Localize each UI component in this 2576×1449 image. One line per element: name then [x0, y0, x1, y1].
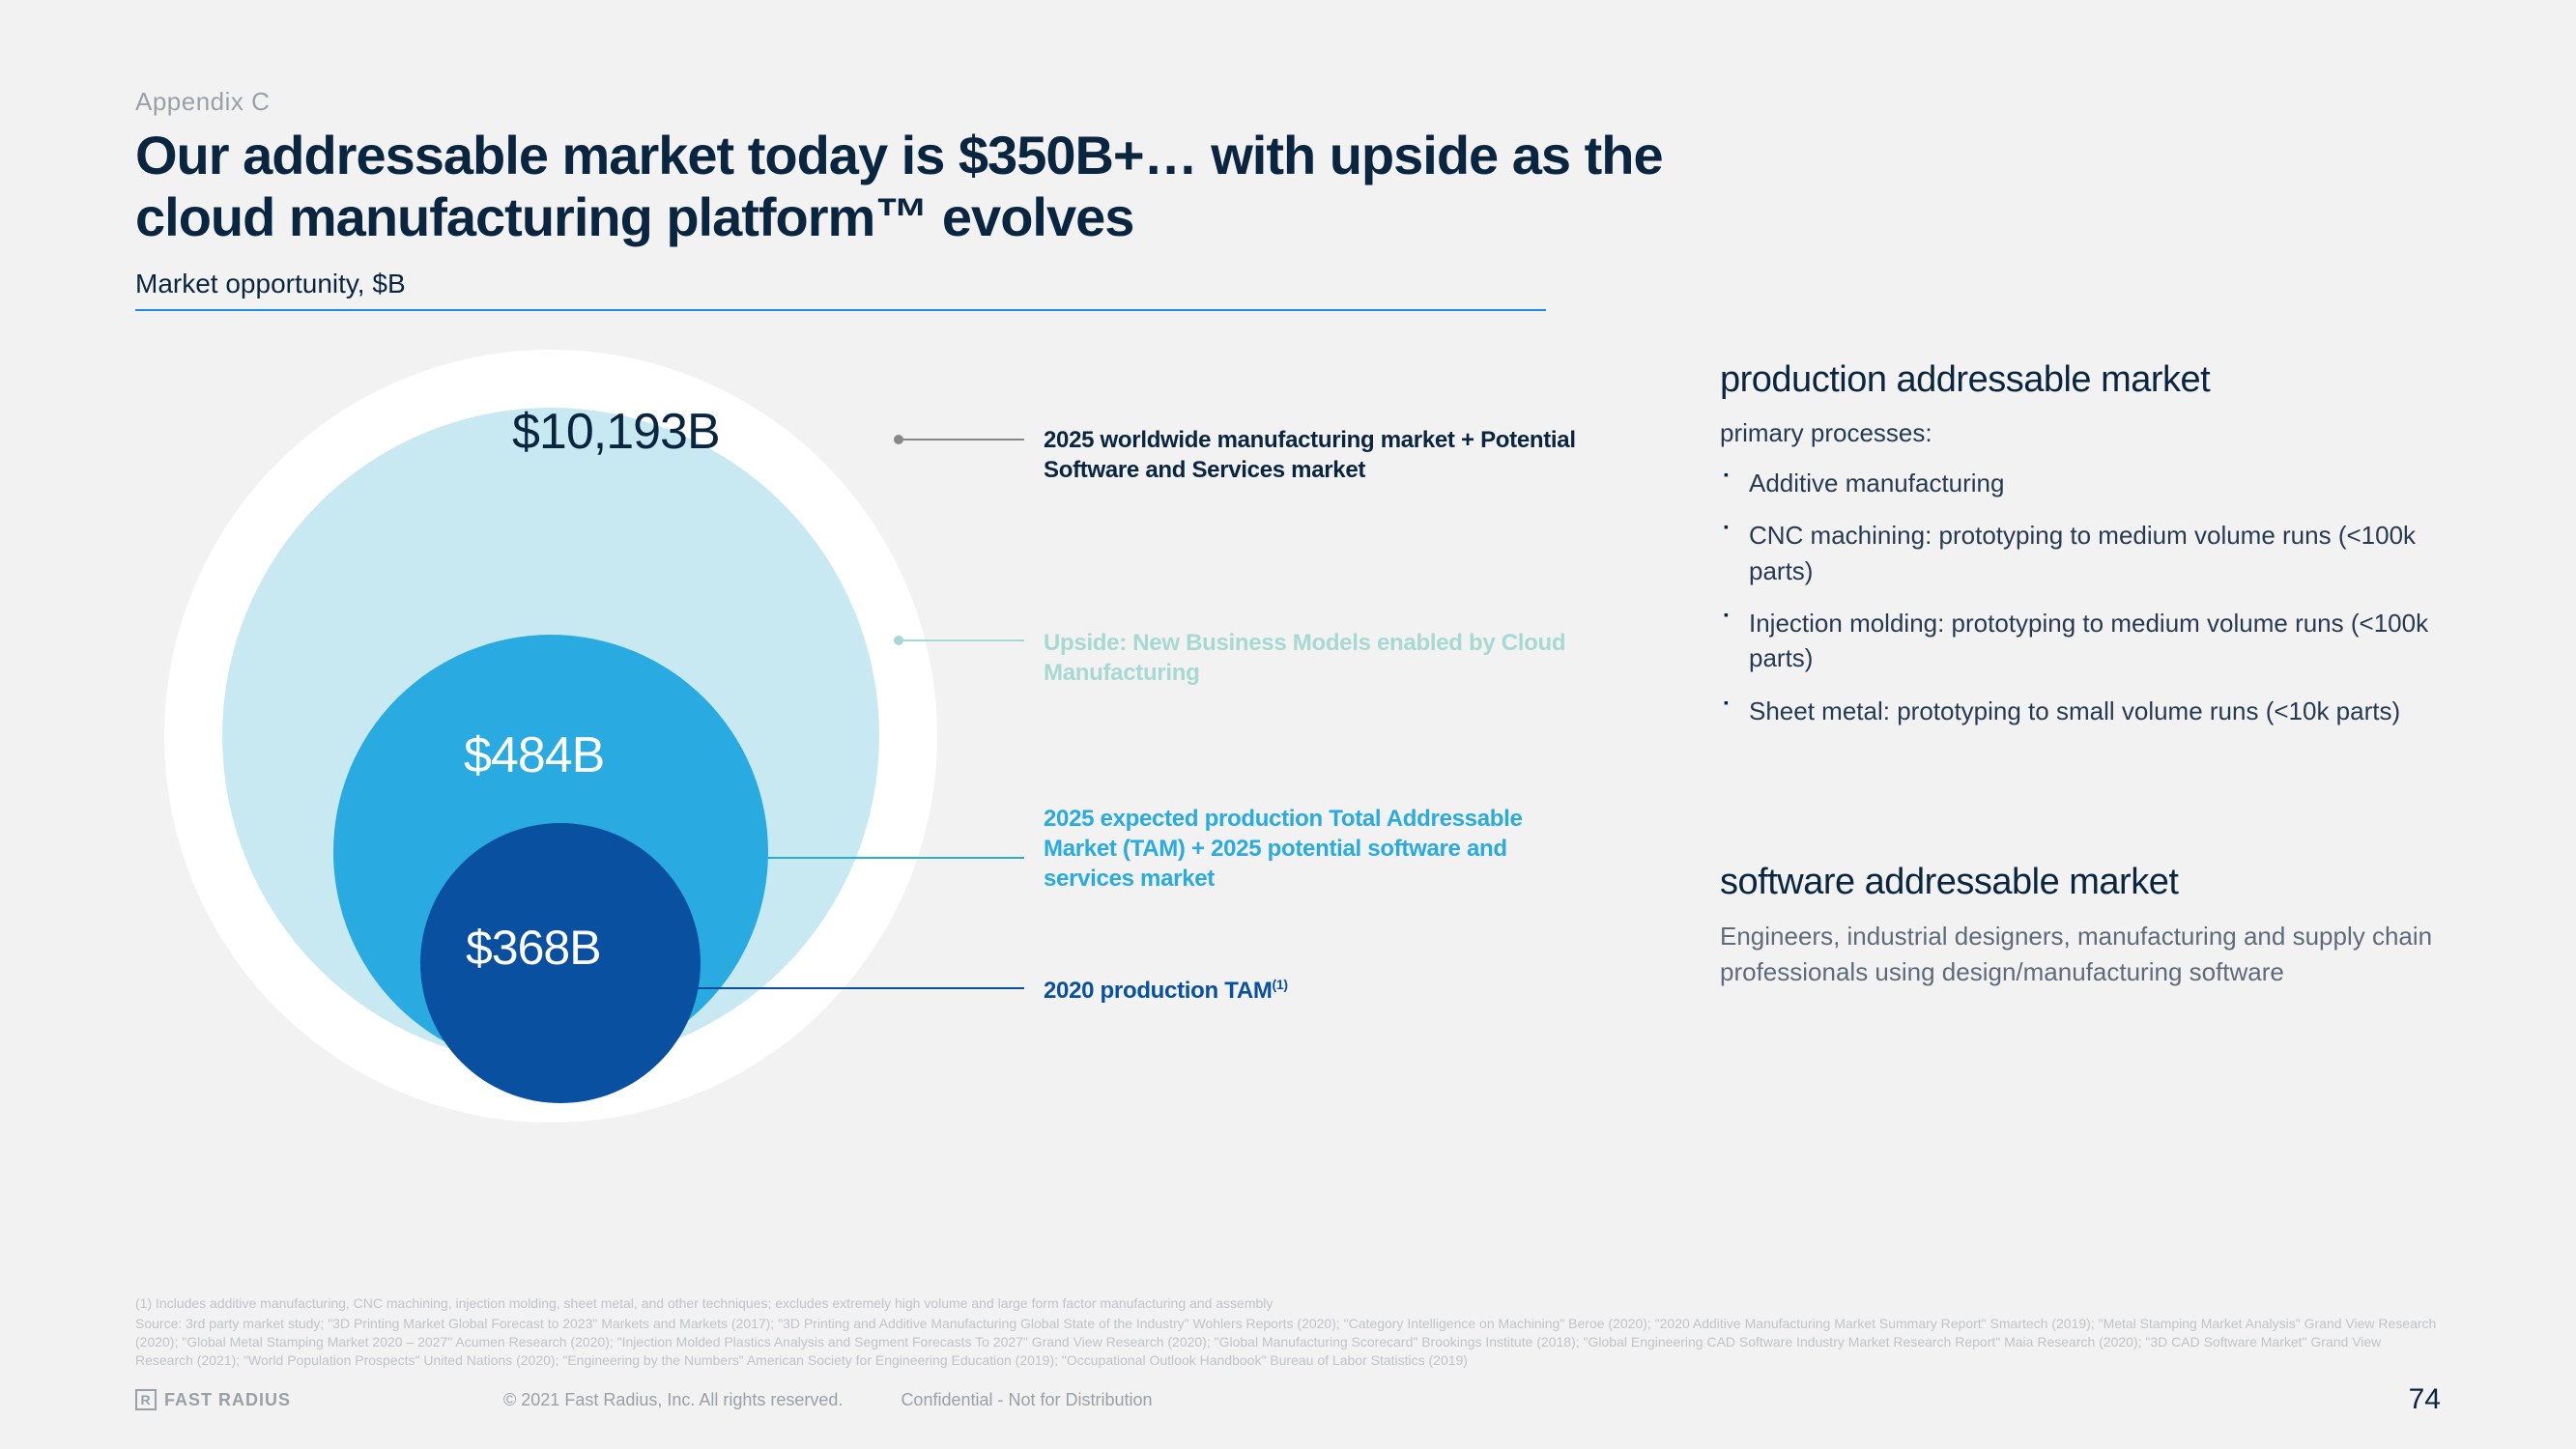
page-number: 74: [2409, 1383, 2441, 1416]
leader-line-3: [749, 857, 1024, 859]
panel-software-market: software addressable market Engineers, i…: [1720, 862, 2435, 991]
footnote-sources: Source: 3rd party market study; "3D Prin…: [135, 1315, 2441, 1370]
panel-software-body: Engineers, industrial designers, manufac…: [1720, 919, 2435, 991]
panel-software-heading: software addressable market: [1720, 862, 2435, 903]
leader-line-2: [899, 639, 1024, 641]
list-item: Sheet metal: prototyping to small volume…: [1720, 694, 2435, 728]
circle-label-mid: $484B: [464, 726, 604, 784]
subtitle-rule: Market opportunity, $B: [135, 269, 1546, 311]
appendix-label: Appendix C: [135, 87, 2441, 117]
leader-dot-icon: [744, 853, 754, 863]
leader-dot-icon: [686, 983, 696, 993]
list-item: Additive manufacturing: [1720, 466, 2435, 500]
copyright: © 2021 Fast Radius, Inc. All rights rese…: [503, 1390, 843, 1410]
leader-line-1: [899, 439, 1024, 440]
desc-2020-tam-text: 2020 production TAM: [1044, 978, 1273, 1004]
leader-line-4: [691, 987, 1024, 989]
panel-production-heading: production addressable market: [1720, 359, 2435, 401]
panel-production-list: Additive manufacturing CNC machining: pr…: [1720, 466, 2435, 728]
footnotes: (1) Includes additive manufacturing, CNC…: [135, 1294, 2441, 1372]
page-title: Our addressable market today is $350B+… …: [135, 125, 2441, 249]
title-line-1: Our addressable market today is $350B+… …: [135, 125, 1663, 185]
footer-bar: R FAST RADIUS © 2021 Fast Radius, Inc. A…: [135, 1383, 2441, 1416]
desc-upside: Upside: New Business Models enabled by C…: [1044, 628, 1585, 688]
desc-2020-tam: 2020 production TAM(1): [1044, 976, 1585, 1006]
brand-logo: R FAST RADIUS: [135, 1389, 291, 1410]
desc-total-market: 2025 worldwide manufacturing market + Po…: [1044, 425, 1585, 485]
list-item: Injection molding: prototyping to medium…: [1720, 606, 2435, 676]
list-item: CNC machining: prototyping to medium vol…: [1720, 518, 2435, 588]
subtitle: Market opportunity, $B: [135, 269, 1546, 309]
title-line-2: cloud manufacturing platform™ evolves: [135, 186, 1133, 247]
footnote-1: (1) Includes additive manufacturing, CNC…: [135, 1294, 2441, 1313]
footnote-ref-1: (1): [1273, 977, 1288, 992]
desc-2025-tam: 2025 expected production Total Addressab…: [1044, 804, 1585, 895]
leader-dot-icon: [894, 435, 903, 444]
content-area: $10,193B $484B $368B 2025 worldwide manu…: [135, 350, 2441, 1277]
brand-name: FAST RADIUS: [164, 1390, 291, 1410]
panel-production-market: production addressable market primary pr…: [1720, 359, 2435, 746]
leader-dot-icon: [894, 636, 903, 645]
circle-label-inner: $368B: [466, 920, 601, 976]
panel-production-subheading: primary processes:: [1720, 418, 2435, 448]
circle-label-outer: $10,193B: [512, 403, 720, 461]
brand-mark-icon: R: [135, 1389, 157, 1410]
confidential-label: Confidential - Not for Distribution: [901, 1390, 1152, 1410]
nested-circle-chart: $10,193B $484B $368B: [164, 350, 937, 1122]
